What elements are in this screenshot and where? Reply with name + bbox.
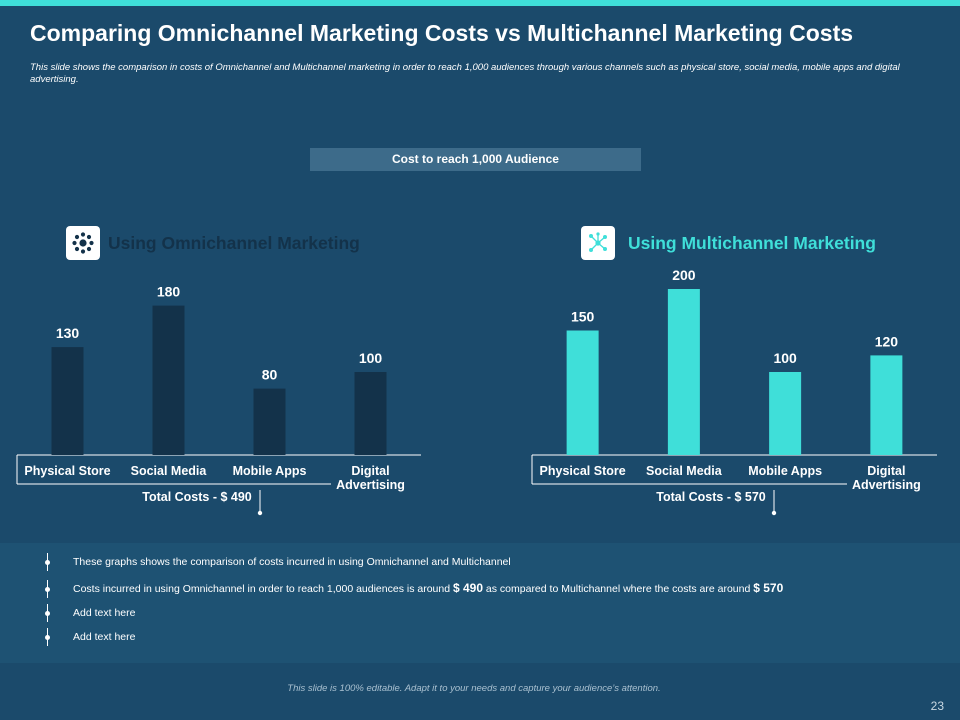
multi-category-label: Social Media <box>646 464 723 478</box>
omni-total-dot <box>257 510 263 516</box>
bottom-panel <box>0 543 960 663</box>
page-number: 23 <box>930 699 944 713</box>
multi-data-label: 150 <box>571 309 595 325</box>
multi-category-label: Advertising <box>852 478 921 492</box>
multi-data-label: 200 <box>672 267 696 283</box>
footer-note: This slide is 100% editable. Adapt it to… <box>287 683 661 694</box>
omni-data-label: 80 <box>262 367 278 383</box>
bullet-dot <box>45 635 50 640</box>
multi-bar <box>566 330 599 455</box>
bullet-dot <box>45 560 50 565</box>
network-nodes-icon <box>581 226 615 260</box>
bullet-item-2: Costs incurred in using Omnichannel in o… <box>73 581 784 595</box>
omni-category-label: Social Media <box>131 464 208 478</box>
multi-data-label: 100 <box>773 350 797 366</box>
multi-bar <box>870 355 903 455</box>
bullet-dot <box>45 611 50 616</box>
omni-bar <box>253 388 286 455</box>
omni-bar <box>51 347 84 455</box>
slide-subtitle: This slide shows the comparison in costs… <box>30 62 900 85</box>
multi-bar <box>667 289 700 455</box>
omni-bar <box>354 372 387 455</box>
multi-category-label: Physical Store <box>540 464 626 478</box>
omni-category-label: Advertising <box>336 478 405 492</box>
multi-total-dot <box>771 510 777 516</box>
omni-data-label: 100 <box>359 350 383 366</box>
bullet-item-3: Add text here <box>73 607 136 619</box>
bullet-dot <box>45 587 50 592</box>
omni-total-label: Total Costs - $ 490 <box>142 490 252 504</box>
multi-bar <box>769 372 802 455</box>
bar-charts: 130 Physical Store 180 Social Media 80 Mobile… <box>16 267 937 516</box>
multi-data-label: 120 <box>875 333 899 349</box>
multi-chart-title: Using Multichannel Marketing <box>628 233 876 253</box>
omni-category-label: Mobile Apps <box>233 464 307 478</box>
multi-category-label: Mobile Apps <box>748 464 822 478</box>
multi-category-label: Digital <box>867 464 905 478</box>
top-accent-bar <box>0 0 960 6</box>
bullet-item-4: Add text here <box>73 631 136 643</box>
omni-bar <box>152 305 185 455</box>
omni-category-label: Digital <box>351 464 389 478</box>
omni-category-label: Physical Store <box>24 464 110 478</box>
omni-data-label: 180 <box>157 284 181 300</box>
cost-header-box: Cost to reach 1,000 Audience <box>310 148 641 171</box>
slide-title: Comparing Omnichannel Marketing Costs vs… <box>30 20 854 46</box>
omni-chart-title: Using Omnichannel Marketing <box>108 233 360 253</box>
bullet-item-1: These graphs shows the comparison of cos… <box>73 556 511 568</box>
network-hub-icon <box>66 226 100 260</box>
omni-data-label: 130 <box>56 325 80 341</box>
multi-total-label: Total Costs - $ 570 <box>656 490 766 504</box>
